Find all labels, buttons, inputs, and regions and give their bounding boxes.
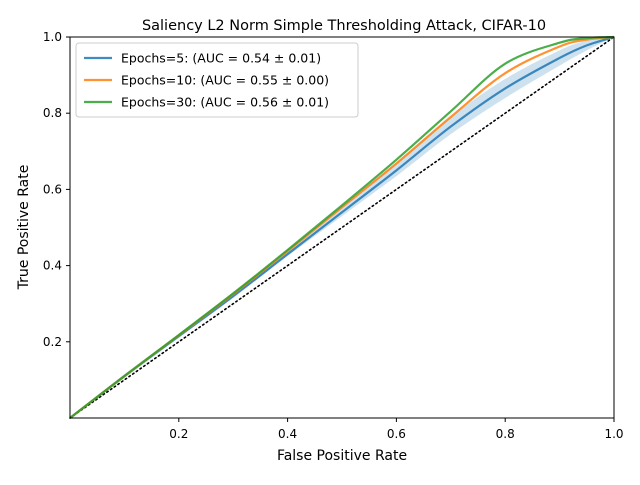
legend-label-0: Epochs=5: (AUC = 0.54 ± 0.01) [121,51,321,66]
y-axis-label: True Positive Rate [16,165,32,291]
x-tick-label: 0.8 [496,427,515,441]
plot-frame [69,36,615,419]
y-tick-label: 0.8 [43,106,62,120]
plot-area: 0.2 0.4 0.6 0.8 1.0 0.2 0.4 0.6 0.8 1.0 [43,30,624,441]
legend-label-1: Epochs=10: (AUC = 0.55 ± 0.00) [121,73,329,88]
x-tick-label: 0.2 [169,427,188,441]
y-tick-label: 0.6 [43,182,62,196]
chance-diagonal-line [69,36,615,419]
x-tick-label: 0.6 [387,427,406,441]
chart-title: Saliency L2 Norm Simple Thresholding Att… [142,18,546,34]
y-tick-label: 1.0 [43,30,62,44]
legend-box [75,42,359,118]
x-axis-label: False Positive Rate [277,448,407,464]
series-2-line [69,35,615,419]
legend: Epochs=5: (AUC = 0.54 ± 0.01) Epochs=10: … [75,42,359,118]
legend-label-2: Epochs=30: (AUC = 0.56 ± 0.01) [121,95,329,110]
y-tick-label: 0.2 [43,335,62,349]
x-tick-label: 0.4 [278,427,297,441]
x-tick-label: 1.0 [604,427,623,441]
y-tick-label: 0.4 [43,259,62,273]
